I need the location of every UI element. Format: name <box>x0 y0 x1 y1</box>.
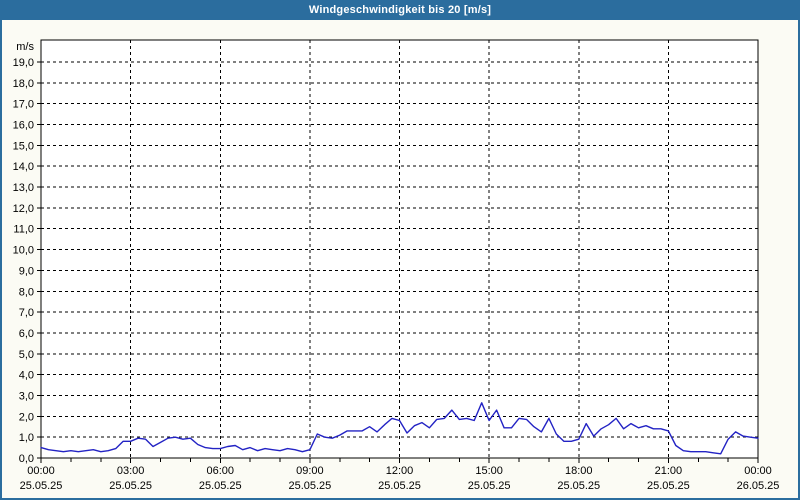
x-tick-time-label: 15:00 <box>475 465 503 477</box>
y-tick-label: 10,0 <box>13 245 34 257</box>
x-tick-time-label: 12:00 <box>386 465 414 477</box>
x-tick-date-label: 25.05.25 <box>199 480 242 492</box>
y-tick-label: 0,0 <box>19 453 34 465</box>
x-tick-date-label: 25.05.25 <box>20 480 63 492</box>
x-tick-date-label: 25.05.25 <box>109 480 152 492</box>
y-tick-label: 11,0 <box>13 224 34 236</box>
x-tick-time-label: 18:00 <box>565 465 593 477</box>
y-tick-label: 17,0 <box>13 99 34 111</box>
title-bar: Windgeschwindigkeit bis 20 [m/s] <box>0 0 800 20</box>
y-tick-label: 4,0 <box>19 370 34 382</box>
x-tick-time-label: 06:00 <box>206 465 234 477</box>
wind-speed-line <box>40 402 759 455</box>
y-tick-label: 2,0 <box>19 411 34 423</box>
x-tick-date-label: 25.05.25 <box>378 480 421 492</box>
y-tick-label: 13,0 <box>13 182 34 194</box>
y-tick-label: 5,0 <box>19 349 34 361</box>
y-tick-label: 12,0 <box>13 203 34 215</box>
x-tick-time-label: 03:00 <box>117 465 145 477</box>
y-tick-label: 8,0 <box>19 286 34 298</box>
y-tick-label: 15,0 <box>13 140 34 152</box>
x-tick-time-label: 09:00 <box>296 465 324 477</box>
x-tick-date-label: 25.05.25 <box>288 480 331 492</box>
y-tick-label: 1,0 <box>19 432 34 444</box>
window-title: Windgeschwindigkeit bis 20 [m/s] <box>308 4 492 16</box>
x-tick-date-label: 25.05.25 <box>468 480 511 492</box>
y-tick-label: 18,0 <box>13 78 34 90</box>
x-tick-date-label: 26.05.25 <box>737 480 780 492</box>
x-tick-date-label: 25.05.25 <box>557 480 600 492</box>
y-tick-label: 14,0 <box>13 161 34 173</box>
y-tick-label: 19,0 <box>13 57 34 69</box>
y-tick-label: 6,0 <box>19 328 34 340</box>
y-axis-unit-label: m/s <box>16 41 34 53</box>
x-tick-time-label: 00:00 <box>27 465 55 477</box>
x-tick-time-label: 00:00 <box>744 465 772 477</box>
y-tick-label: 3,0 <box>19 390 34 402</box>
x-tick-date-label: 25.05.25 <box>647 480 690 492</box>
y-tick-label: 16,0 <box>13 120 34 132</box>
x-tick-time-label: 21:00 <box>655 465 683 477</box>
y-tick-label: 7,0 <box>19 307 34 319</box>
y-tick-label: 9,0 <box>19 265 34 277</box>
